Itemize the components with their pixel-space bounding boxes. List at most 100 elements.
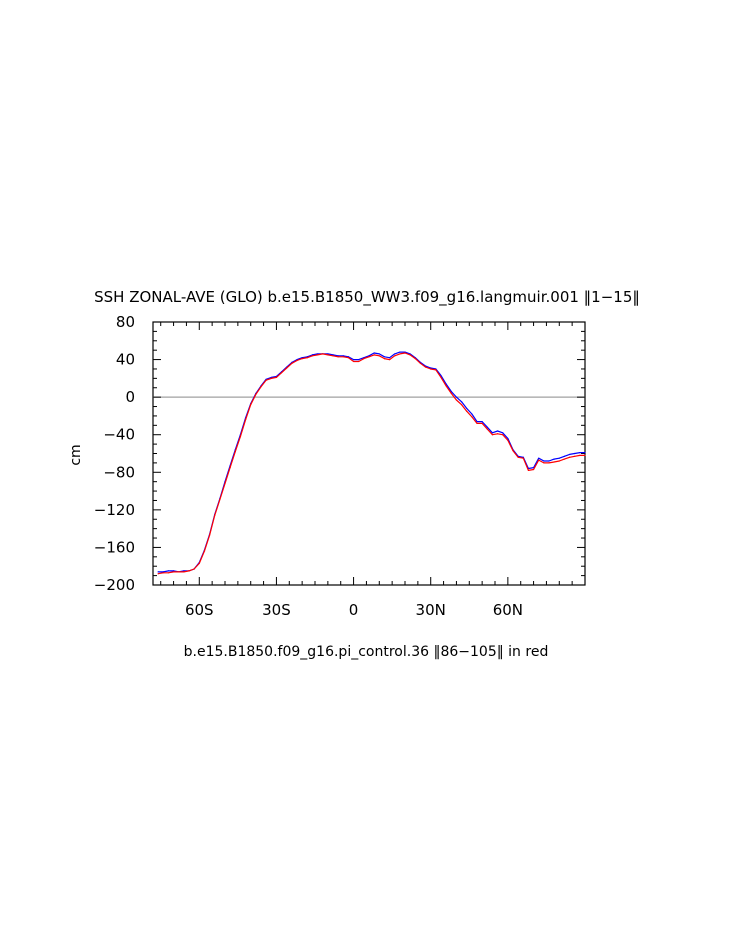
data-point [250,404,252,406]
data-point [178,571,180,573]
x-tick-label: 60N [493,601,523,619]
data-point [301,358,303,360]
x-tick-label: 30S [262,601,291,619]
data-point [167,570,170,572]
y-tick-label: −160 [94,538,135,556]
data-point [568,453,571,456]
data-point [548,460,550,462]
data-point [496,433,499,435]
y-tick-label: 80 [116,313,135,331]
data-point [234,451,236,453]
data-point [553,458,555,460]
data-point [558,460,560,462]
data-point [507,439,509,441]
data-point [193,568,195,570]
data-point [399,353,401,355]
data-point [270,377,272,379]
data-point [558,457,560,459]
x-tick-label: 30N [416,601,446,619]
data-point [450,392,452,394]
data-point [522,457,524,459]
x-axis: 60S 30S 0 30N 60N [160,322,586,619]
data-point [455,396,458,398]
data-point [347,357,350,359]
data-point [337,355,339,357]
y-tick-label: −40 [103,426,135,444]
x-tick-label: 60S [185,601,214,619]
data-point [378,355,380,357]
data-point [316,354,319,356]
series-1 [157,351,586,573]
data-point [183,570,185,572]
data-point [502,432,504,434]
data-point [543,462,545,464]
data-point [332,355,334,357]
data-point [424,366,427,368]
data-point [445,383,447,385]
data-point [430,368,432,370]
series-line-2 [157,352,585,575]
data-point [306,357,308,359]
y-tick-label: 0 [125,388,135,406]
data-point [322,353,324,355]
data-point [275,376,278,379]
y-tick-label: −120 [94,501,135,519]
y-axis-label: cm [68,444,84,465]
data-point [543,460,545,462]
data-point [327,354,329,356]
data-point [229,466,231,469]
data-point [311,355,314,357]
data-point [568,456,571,458]
data-point [183,571,185,573]
data-point [162,572,164,574]
data-point [337,356,339,358]
data-point [517,456,519,458]
data-point [563,455,566,457]
data-point [219,498,221,501]
data-point [527,469,530,472]
data-point [394,355,396,357]
data-point [579,454,581,456]
data-point [445,385,447,387]
data-point [167,572,170,574]
data-point [265,379,267,381]
data-point [255,393,257,395]
data-point [579,451,581,454]
series-2 [157,352,586,575]
y-tick-label: −80 [103,463,135,481]
data-point [584,454,586,456]
data-point [342,355,344,357]
data-point [296,359,298,362]
data-point [388,358,391,361]
data-point [208,534,211,536]
data-point [368,356,370,358]
data-point [460,401,463,403]
data-point [507,437,509,440]
data-point [476,420,478,423]
data-point [538,459,540,461]
data-point [291,362,293,364]
data-point [538,457,540,459]
data-point [270,376,272,379]
data-point [481,420,483,423]
data-point [471,416,473,418]
data-point [342,356,344,358]
data-point [481,422,483,425]
chart-title: SSH ZONAL-AVE (GLO) b.e15.B1850_WW3.f09_… [94,288,640,307]
data-point [286,367,288,369]
data-point [471,413,473,415]
x-tick-label: 0 [349,601,359,619]
data-point [584,451,586,454]
data-point [157,571,159,573]
series-line-1 [158,351,585,573]
data-point [512,450,514,452]
data-point [388,357,391,359]
data-point [574,452,576,455]
data-point [553,461,555,463]
data-point [440,374,442,377]
data-point [496,430,499,432]
data-point [419,362,422,364]
data-point [358,360,360,363]
data-point [373,352,375,354]
